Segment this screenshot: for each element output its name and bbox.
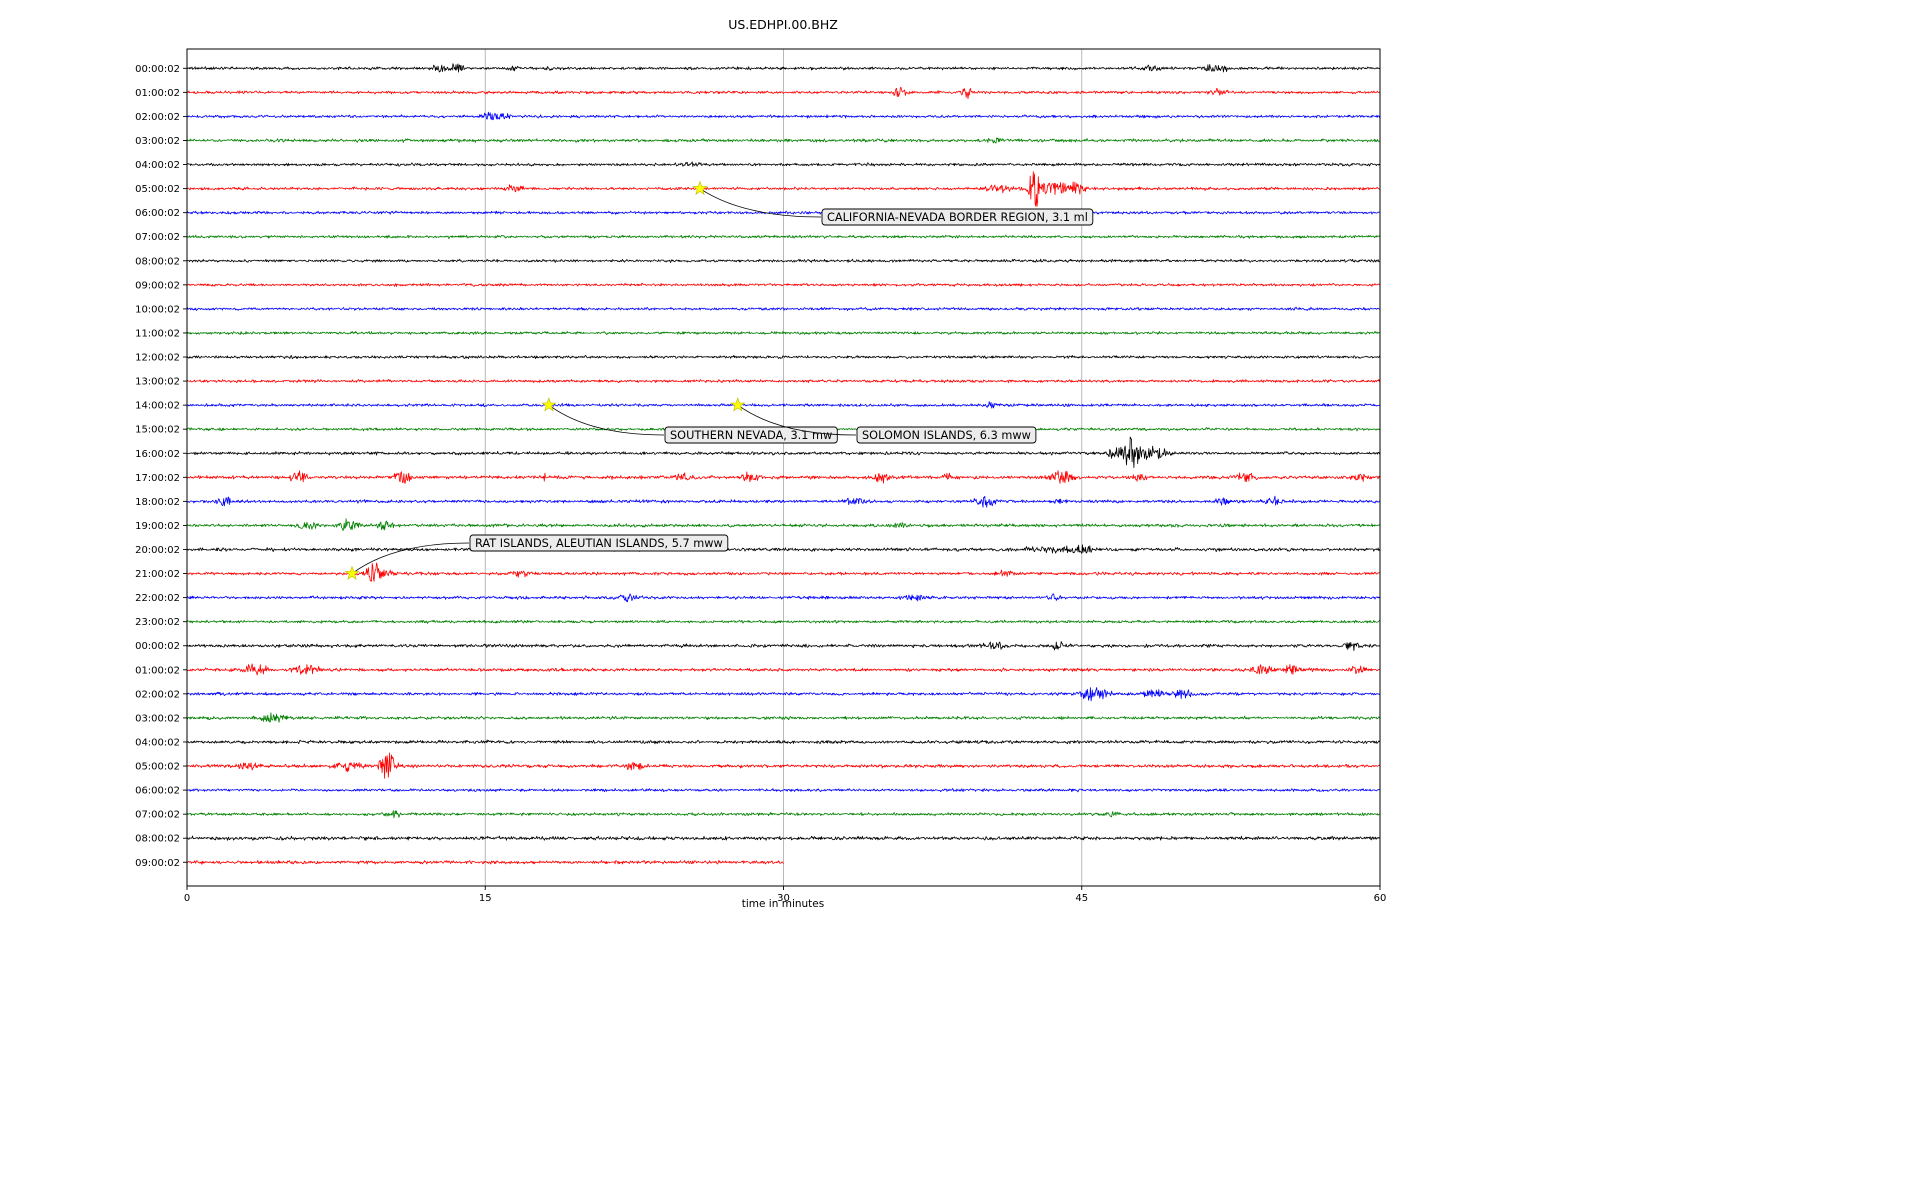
- event-star-icon: [692, 180, 708, 196]
- row-time-label: 12:00:02: [135, 353, 180, 364]
- event-connector-line: [351, 542, 470, 574]
- row-time-label: 05:00:02: [135, 184, 180, 195]
- row-time-label: 19:00:02: [135, 521, 180, 532]
- row-time-label: 11:00:02: [135, 328, 180, 339]
- row-time-label: 00:00:02: [135, 641, 180, 652]
- event-label-text: CALIFORNIA-NEVADA BORDER REGION, 3.1 ml: [827, 211, 1088, 224]
- seismogram-trace: [186, 210, 1381, 215]
- row-time-label: 23:00:02: [135, 617, 180, 628]
- row-time-label: 08:00:02: [135, 256, 180, 267]
- row-time-label: 17:00:02: [135, 473, 180, 484]
- x-tick-label: 30: [777, 893, 790, 904]
- axis-label-layer: 0 15 30 45 60 00:00:02 01:00:02 02:00:02 03:00:0…: [135, 64, 1386, 904]
- x-tick-label: 15: [479, 893, 492, 904]
- seismogram-trace: [187, 752, 1381, 779]
- seismogram-trace: [186, 436, 1381, 469]
- row-time-label: 08:00:02: [135, 834, 180, 845]
- seismogram-trace: [186, 63, 1381, 73]
- row-time-label: 06:00:02: [135, 786, 180, 797]
- row-time-label: 02:00:02: [135, 689, 180, 700]
- seismogram-trace: [186, 810, 1381, 819]
- row-time-label: 07:00:02: [135, 232, 180, 243]
- row-time-label: 00:00:02: [135, 64, 180, 75]
- event-label-box: [856, 426, 1037, 444]
- row-time-label: 05:00:02: [135, 762, 180, 773]
- seismogram-trace: [186, 470, 1381, 484]
- seismogram-trace: [186, 835, 1381, 841]
- seismogram-trace: [186, 258, 1381, 263]
- event-label-text: SOLOMON ISLANDS, 6.3 mww: [862, 429, 1031, 442]
- seismogram-trace: [186, 495, 1381, 508]
- event-label-box: [469, 534, 729, 552]
- seismogram-trace: [186, 687, 1381, 702]
- x-axis-title: time in minutes: [742, 898, 824, 910]
- row-time-label: 01:00:02: [135, 665, 180, 676]
- event-annotation-layer: CALIFORNIA-NEVADA BORDER REGION, 3.1 ml S…: [344, 180, 1094, 580]
- row-time-label: 09:00:02: [135, 280, 180, 291]
- event-label-text: RAT ISLANDS, ALEUTIAN ISLANDS, 5.7 mww: [475, 537, 723, 550]
- seismogram-trace: [186, 518, 1381, 531]
- event-connector-line: [699, 188, 822, 218]
- seismogram-trace: [186, 282, 1381, 287]
- event-connector-line: [548, 404, 665, 436]
- event-star-icon: [541, 397, 557, 412]
- chart-title: US.EDHPI.00.BHZ: [728, 17, 838, 32]
- row-time-label: 02:00:02: [135, 112, 180, 123]
- seismogram-trace: [186, 562, 1381, 582]
- row-time-label: 03:00:02: [135, 136, 180, 147]
- row-time-label: 03:00:02: [135, 713, 180, 724]
- x-tick-label: 0: [184, 893, 190, 904]
- row-time-label: 09:00:02: [135, 858, 180, 869]
- event-star-icon: [730, 397, 746, 412]
- row-time-label: 16:00:02: [135, 449, 180, 460]
- seismogram-trace: [186, 641, 1381, 651]
- event-connector-line: [737, 404, 857, 436]
- seismogram-trace: [186, 161, 1381, 167]
- seismogram-trace: [186, 859, 784, 865]
- row-time-label: 04:00:02: [135, 160, 180, 171]
- seismogram-trace: [186, 739, 1381, 745]
- row-time-label: 22:00:02: [135, 593, 180, 604]
- seismogram-trace: [186, 111, 1381, 121]
- row-time-label: 04:00:02: [135, 737, 180, 748]
- row-time-label: 13:00:02: [135, 377, 180, 388]
- row-time-label: 20:00:02: [135, 545, 180, 556]
- row-time-label: 01:00:02: [135, 88, 180, 99]
- seismogram-trace: [186, 712, 1381, 723]
- event-label-text: SOUTHERN NEVADA, 3.1 mw: [670, 429, 832, 442]
- seismogram-trace: [186, 593, 1381, 603]
- x-tick-label: 45: [1075, 893, 1088, 904]
- row-time-label: 06:00:02: [135, 208, 180, 219]
- seismogram-trace: [186, 354, 1381, 360]
- seismogram-trace: [186, 234, 1381, 239]
- trace-layer: [186, 63, 1381, 865]
- seismogram-trace: [186, 378, 1381, 384]
- seismogram-trace: [186, 330, 1381, 336]
- seismogram-trace: [186, 171, 1381, 207]
- seismogram-trace: [186, 86, 1381, 99]
- seismogram-trace: [186, 544, 1381, 554]
- seismogram-trace: [186, 663, 1381, 676]
- row-time-label: 21:00:02: [135, 569, 180, 580]
- seismogram-trace: [186, 788, 1381, 793]
- row-time-label: 10:00:02: [135, 304, 180, 315]
- x-tick-label: 60: [1374, 893, 1387, 904]
- row-time-label: 15:00:02: [135, 425, 180, 436]
- seismogram-trace: [186, 619, 1381, 624]
- event-label-box: [821, 208, 1094, 226]
- event-star-icon: [344, 565, 360, 580]
- grid-layer: [484, 49, 1083, 886]
- event-label-box: [664, 426, 838, 444]
- row-time-label: 07:00:02: [135, 810, 180, 821]
- seismogram-trace: [186, 401, 1381, 409]
- row-time-label: 14:00:02: [135, 401, 180, 412]
- seismogram-trace: [186, 137, 1381, 144]
- seismogram-trace: [186, 306, 1380, 312]
- row-time-label: 18:00:02: [135, 497, 180, 508]
